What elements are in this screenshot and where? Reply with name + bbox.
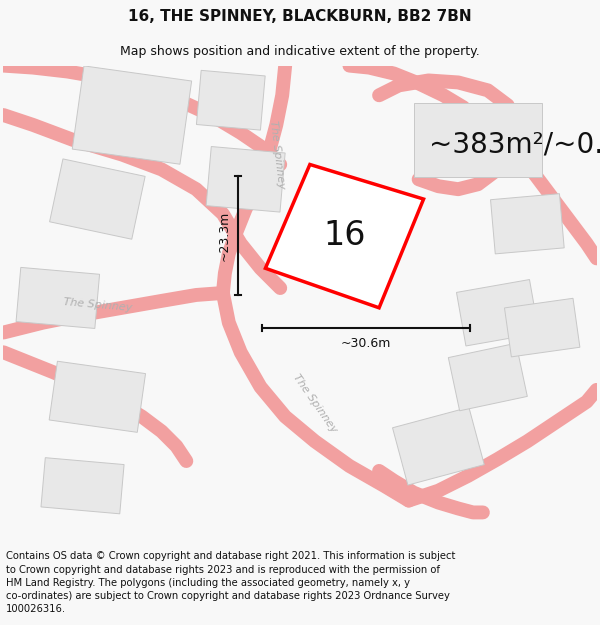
Polygon shape	[448, 343, 527, 411]
Polygon shape	[16, 268, 100, 329]
Polygon shape	[413, 102, 542, 177]
Polygon shape	[392, 408, 484, 485]
Text: The Spinney: The Spinney	[268, 120, 286, 189]
Text: The Spinney: The Spinney	[291, 372, 339, 435]
Polygon shape	[49, 361, 146, 432]
Polygon shape	[491, 194, 564, 254]
Polygon shape	[41, 458, 124, 514]
Text: The Spinney: The Spinney	[62, 297, 132, 313]
Polygon shape	[505, 298, 580, 357]
Polygon shape	[457, 279, 539, 346]
Text: 16: 16	[323, 219, 366, 252]
Text: Map shows position and indicative extent of the property.: Map shows position and indicative extent…	[120, 45, 480, 58]
Text: 16, THE SPINNEY, BLACKBURN, BB2 7BN: 16, THE SPINNEY, BLACKBURN, BB2 7BN	[128, 9, 472, 24]
Polygon shape	[206, 146, 285, 212]
Text: ~30.6m: ~30.6m	[341, 337, 391, 350]
Text: Contains OS data © Crown copyright and database right 2021. This information is : Contains OS data © Crown copyright and d…	[6, 551, 455, 614]
Text: ~23.3m: ~23.3m	[217, 211, 230, 261]
Polygon shape	[265, 164, 424, 308]
Polygon shape	[50, 159, 145, 239]
Polygon shape	[72, 66, 191, 164]
Text: ~383m²/~0.095ac.: ~383m²/~0.095ac.	[428, 131, 600, 159]
Polygon shape	[196, 71, 265, 130]
